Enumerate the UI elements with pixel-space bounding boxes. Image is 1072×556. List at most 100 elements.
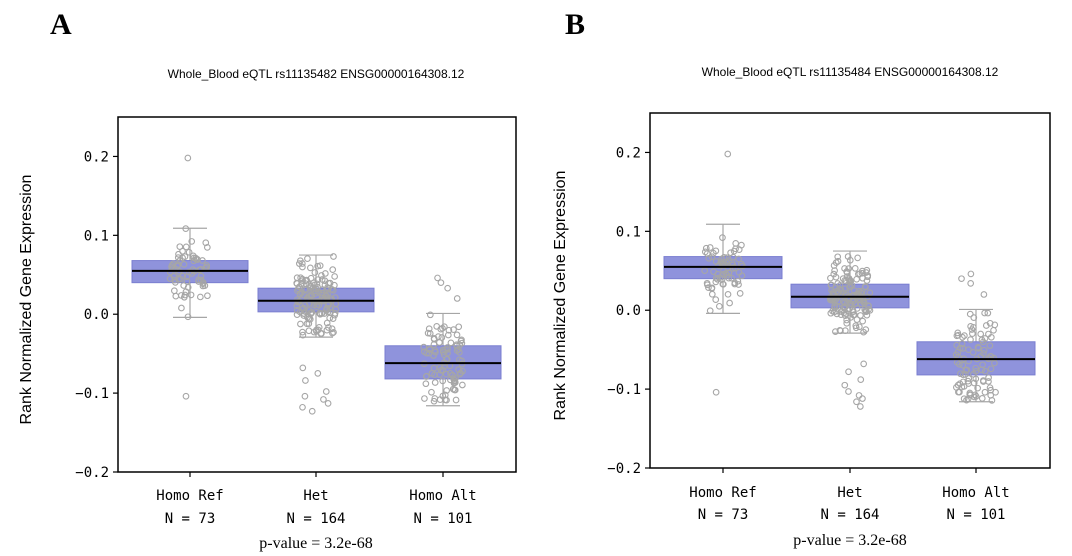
data-point [712,296,720,303]
outlier-point [444,284,452,292]
data-point [332,306,340,313]
outlier-point [859,395,866,402]
data-point [959,378,967,386]
data-point [984,309,992,317]
data-point [430,397,438,405]
data-point [854,254,862,262]
data-point [712,258,720,265]
data-point [189,266,197,273]
data-point [314,276,322,284]
data-point [841,327,849,334]
data-point [182,288,190,296]
data-point [735,281,742,288]
data-point [840,309,848,317]
data-point [453,347,461,354]
data-point [323,319,331,327]
data-point [439,377,447,385]
category-n-label: N = 164 [286,511,345,527]
data-point [967,336,974,343]
outlier-point [967,270,975,278]
outlier-point [855,392,863,399]
data-point [329,266,337,274]
p-value-label: p-value = 3.2e-68 [793,532,906,549]
data-point [706,307,714,315]
data-point [856,270,864,278]
data-point [422,380,430,388]
data-point [834,298,842,305]
data-point [459,381,466,389]
data-point [445,326,453,334]
data-point [848,281,856,289]
outlier-point [320,396,327,403]
data-point [295,283,303,291]
data-point [313,326,320,334]
data-point [201,282,209,289]
data-point [978,366,986,374]
data-point [170,287,178,295]
p-value-label: p-value = 3.2e-68 [259,535,372,552]
data-point [852,322,860,330]
data-point [972,364,980,372]
data-point [980,378,987,385]
data-point [306,264,314,272]
data-point [851,264,859,272]
data-point [960,395,968,403]
data-point [969,349,977,356]
outlier-point [856,403,864,410]
plot-frame [117,116,517,473]
data-point [299,277,306,285]
data-point [179,272,187,280]
data-point [865,306,872,313]
data-point [725,269,733,277]
outlier-point [453,295,461,302]
data-point [170,273,178,280]
data-point [428,388,435,396]
data-point [443,387,450,394]
data-point [978,395,986,402]
data-point [856,323,863,331]
data-point [296,257,304,265]
data-point [988,396,996,404]
data-point [455,366,462,374]
y-tick-label: 0.0 [84,307,109,323]
data-point [827,309,835,317]
data-point [421,395,428,402]
outlier-point [712,388,720,396]
y-tick-label: −0.2 [75,465,109,481]
outlier-point [324,400,332,407]
data-point [834,253,842,261]
data-point [719,234,726,241]
data-point [738,241,745,249]
data-point [987,365,995,373]
data-point [323,326,331,334]
data-point [701,267,709,275]
data-point [330,328,337,336]
data-point [316,310,324,318]
category-n-label: N = 101 [946,507,1005,523]
data-point [193,255,201,263]
data-point [329,329,336,337]
data-point [203,244,211,251]
data-point [307,283,315,291]
data-point [431,395,439,402]
category-n-label: N = 73 [698,507,749,523]
outlier-point [980,291,988,298]
data-point [834,257,842,265]
data-point [735,269,743,276]
category-label: Het [303,488,328,504]
y-tick-label: −0.2 [607,461,641,477]
data-point [297,320,304,328]
chart-title: Whole_Blood eQTL rs11135484 ENSG00000164… [702,65,999,79]
data-point [183,277,191,285]
data-point [724,290,732,298]
data-point [188,238,196,245]
data-point [859,274,866,282]
data-point [187,291,195,299]
data-point [972,375,980,383]
data-point [178,304,185,312]
category-label: Homo Alt [942,485,1009,501]
outlier-point [845,388,852,395]
data-point [728,274,735,282]
data-point [862,326,870,333]
data-point [954,329,962,337]
